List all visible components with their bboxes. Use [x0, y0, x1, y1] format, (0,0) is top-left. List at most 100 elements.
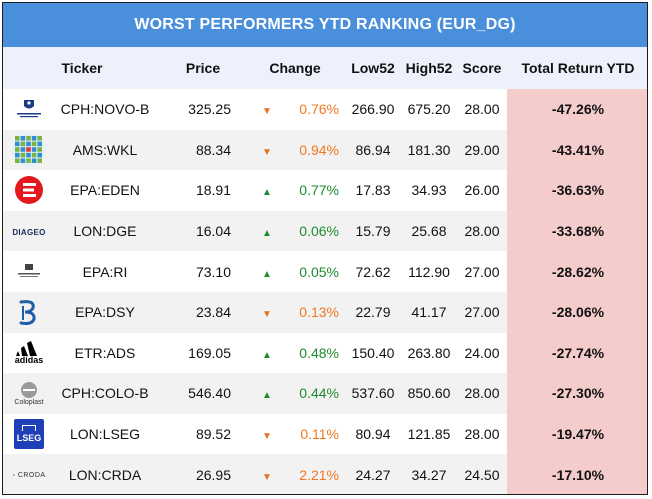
edenred-logo: [14, 174, 44, 206]
table-row[interactable]: EPA:DSY 23.84 ▼ 0.13% 22.79 41.17 27.00 -28.06%: [3, 291, 647, 333]
high52-cell: 121.85: [407, 426, 451, 443]
table-row[interactable]: LSEG LON:LSEG 89.52 ▼ 0.11% 80.94 121.85 28.00-…: [3, 413, 647, 455]
direction-cell: ▲: [245, 170, 289, 211]
ticker-cell[interactable]: CPH:COLO-B: [61, 385, 149, 402]
table-row[interactable]: DIAGEO LON:DGE 16.04 ▲ 0.06% 15.79 25.68 28.00-…: [3, 210, 647, 252]
ticker-cell[interactable]: AMS:WKL: [72, 141, 138, 158]
triangle-up-icon: ▲: [262, 187, 272, 199]
header-change[interactable]: Change: [269, 60, 321, 76]
total-return-cell: -27.74%: [507, 332, 647, 374]
total-return-cell: -47.26%: [507, 89, 647, 130]
price-cell: 169.05: [188, 344, 231, 361]
ticker-cell[interactable]: ETR:ADS: [74, 344, 136, 361]
score-cell: 28.00: [464, 223, 500, 240]
ticker-cell[interactable]: EPA:DSY: [75, 304, 135, 321]
ticker-cell[interactable]: EPA:RI: [82, 263, 128, 280]
header-total-return[interactable]: Total Return YTD: [521, 60, 635, 76]
table-row[interactable]: adidas ETR:ADS 169.05 ▲ 0.48% 150.40 263.80 24.…: [3, 332, 647, 374]
triangle-down-icon: ▼: [262, 471, 272, 483]
coloplast-logo: Coloplast: [14, 381, 44, 406]
table-row[interactable]: EPA:EDEN 18.91 ▲ 0.77% 17.83 34.93 26.00 -36.63…: [3, 170, 647, 211]
ticker-cell[interactable]: LON:CRDA: [68, 466, 142, 483]
high52-cell: 181.30: [407, 141, 451, 158]
ticker-cell[interactable]: LON:LSEG: [69, 426, 141, 443]
score-cell: 24.50: [464, 466, 500, 483]
high52-cell: 850.60: [407, 385, 451, 402]
company-logo: [3, 170, 49, 211]
table-row[interactable]: Coloplast CPH:COLO-B 546.40 ▲ 0.44% 537.60 850…: [3, 373, 647, 414]
direction-cell: ▲: [245, 251, 289, 292]
direction-cell: ▲: [245, 373, 289, 414]
novo-nordisk-logo: [14, 98, 44, 120]
table-row[interactable]: EPA:RI 73.10 ▲ 0.05% 72.62 112.90 27.00 -28.62%: [3, 251, 647, 292]
low52-cell: 24.27: [355, 466, 391, 483]
croda-logo: ◦ CRODA: [12, 472, 46, 480]
change-cell: 0.05%: [299, 263, 339, 280]
low52-cell: 72.62: [355, 263, 391, 280]
total-return-cell: -28.62%: [507, 251, 647, 292]
triangle-up-icon: ▲: [262, 390, 272, 402]
low52-cell: 15.79: [355, 223, 391, 240]
total-return-cell: -19.47%: [507, 413, 647, 455]
company-logo: Coloplast: [3, 373, 49, 414]
total-return-cell: -17.10%: [507, 454, 647, 494]
company-logo: [3, 89, 49, 130]
low52-cell: 537.60: [351, 385, 395, 402]
direction-cell: ▲: [245, 211, 289, 252]
ranking-table-panel: WORST PERFORMERS YTD RANKING (EUR_DG) Ti…: [2, 2, 648, 495]
triangle-down-icon: ▼: [262, 431, 272, 443]
total-return-cell: -28.06%: [507, 291, 647, 333]
table-row[interactable]: CPH:NOVO-B 325.25 ▼ 0.76% 266.90 675.20 28.00-…: [3, 89, 647, 130]
wolters-kluwer-logo: [11, 132, 47, 168]
header-low52[interactable]: Low52: [351, 60, 395, 76]
price-cell: 88.34: [195, 141, 231, 158]
header-price[interactable]: Price: [185, 60, 221, 76]
table-header-row: Ticker Price Change Low52 High52 Score T…: [3, 47, 647, 89]
total-return-cell: -43.41%: [507, 129, 647, 171]
price-cell: 89.52: [195, 426, 231, 443]
lseg-logo: LSEG: [14, 419, 44, 450]
company-logo: adidas: [3, 333, 49, 374]
company-logo: LSEG: [3, 414, 49, 455]
change-cell: 0.11%: [300, 426, 339, 443]
change-cell: 2.21%: [299, 466, 339, 483]
company-logo: ◦ CRODA: [3, 454, 49, 494]
score-cell: 27.00: [464, 263, 500, 280]
low52-cell: 17.83: [355, 182, 391, 199]
low52-cell: 266.90: [351, 101, 395, 118]
change-cell: 0.44%: [299, 385, 339, 402]
price-cell: 23.84: [195, 304, 231, 321]
triangle-up-icon: ▲: [262, 228, 272, 240]
table-row[interactable]: AMS:WKL 88.34 ▼ 0.94% 86.94 181.30 29.00 -43.41…: [3, 129, 647, 171]
header-high52[interactable]: High52: [405, 60, 453, 76]
low52-cell: 22.79: [355, 304, 391, 321]
header-score[interactable]: Score: [462, 60, 502, 76]
ranking-table: Ticker Price Change Low52 High52 Score T…: [3, 47, 647, 494]
direction-cell: ▼: [245, 414, 289, 455]
table-row[interactable]: ◦ CRODA LON:CRDA 26.95 ▼ 2.21% 24.27 34.27 24.5…: [3, 454, 647, 494]
high52-cell: 112.90: [408, 263, 450, 280]
score-cell: 28.00: [464, 101, 500, 118]
triangle-up-icon: ▲: [262, 268, 272, 280]
low52-cell: 150.40: [351, 344, 395, 361]
adidas-logo: adidas: [14, 340, 44, 365]
price-cell: 26.95: [195, 466, 231, 483]
ticker-cell[interactable]: EPA:EDEN: [70, 182, 140, 199]
ticker-cell[interactable]: LON:DGE: [73, 223, 137, 240]
high52-cell: 34.93: [411, 182, 447, 199]
ticker-cell[interactable]: CPH:NOVO-B: [60, 101, 150, 118]
triangle-down-icon: ▼: [262, 106, 272, 118]
dassault-systemes-logo: [17, 298, 41, 326]
score-cell: 28.00: [464, 426, 500, 443]
direction-cell: ▼: [245, 292, 289, 333]
company-logo: DIAGEO: [3, 211, 49, 252]
price-cell: 546.40: [188, 385, 231, 402]
triangle-down-icon: ▼: [262, 309, 272, 321]
triangle-down-icon: ▼: [262, 146, 272, 158]
company-logo: [3, 130, 49, 171]
direction-cell: ▲: [245, 333, 289, 374]
change-cell: 0.13%: [299, 304, 339, 321]
header-ticker[interactable]: Ticker: [61, 60, 103, 76]
high52-cell: 34.27: [411, 466, 447, 483]
company-logo: [3, 292, 49, 333]
